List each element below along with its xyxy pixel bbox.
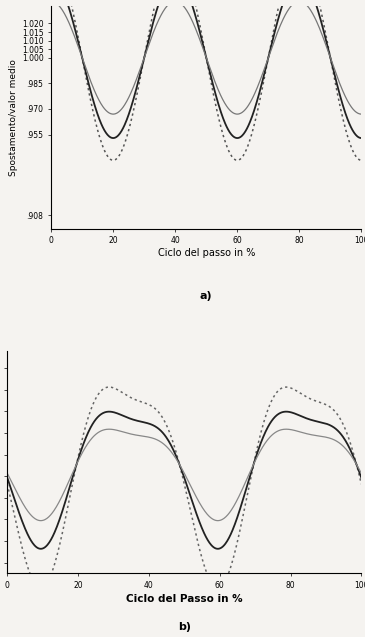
X-axis label: Ciclo del Passo in %: Ciclo del Passo in % (126, 594, 243, 604)
Y-axis label: Spostamento/valor medio: Spostamento/valor medio (8, 59, 18, 176)
Text: b): b) (178, 622, 191, 632)
X-axis label: Ciclo del passo in %: Ciclo del passo in % (158, 248, 255, 258)
Text: a): a) (200, 291, 212, 301)
